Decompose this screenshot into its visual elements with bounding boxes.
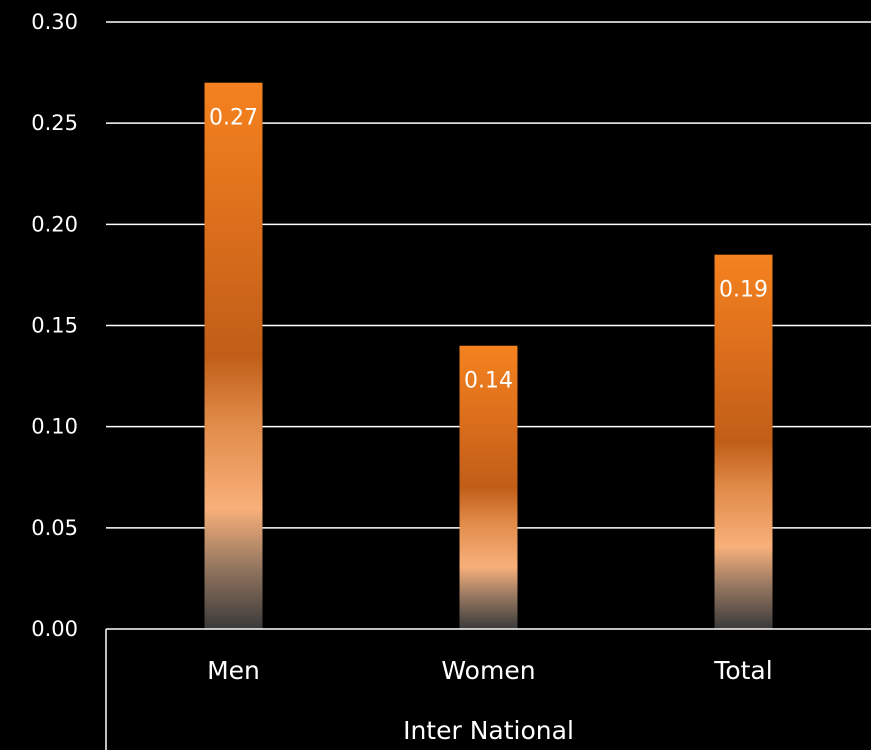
- data-label: 0.14: [464, 369, 513, 394]
- data-labels: 0.27 0.14 0.19: [209, 106, 768, 394]
- x-category-label: Women: [441, 656, 535, 685]
- y-tick-label: 0.25: [31, 111, 78, 135]
- x-category-label: Men: [207, 656, 260, 685]
- y-axis-ticks: 0.00 0.05 0.10 0.15 0.20 0.25 0.30: [31, 10, 78, 641]
- data-label: 0.27: [209, 106, 258, 131]
- x-group-label: Inter National: [403, 716, 574, 745]
- y-tick-label: 0.05: [31, 516, 78, 540]
- y-tick-label: 0.10: [31, 415, 78, 439]
- bar-women: [459, 345, 518, 629]
- x-axis: Men Women Total Inter National: [105, 628, 871, 750]
- bar-total: [714, 254, 773, 629]
- y-tick-label: 0.20: [31, 212, 78, 236]
- y-tick-label: 0.30: [31, 10, 78, 34]
- x-category-label: Total: [713, 656, 772, 685]
- y-tick-label: 0.15: [31, 314, 78, 338]
- bar-men: [204, 82, 263, 629]
- y-tick-label: 0.00: [31, 617, 78, 641]
- bars: [204, 82, 773, 629]
- data-label: 0.19: [719, 278, 768, 303]
